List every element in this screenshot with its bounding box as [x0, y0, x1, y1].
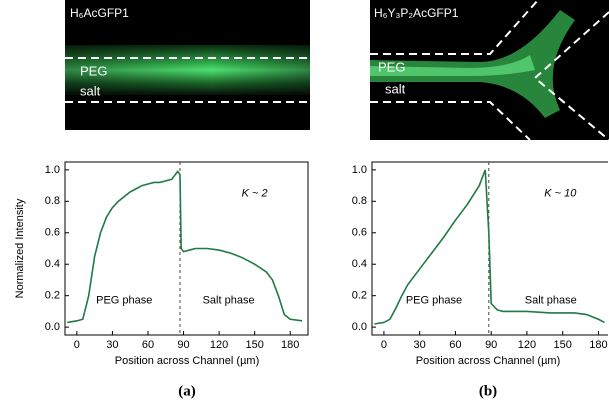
image-label: PEG — [378, 59, 405, 74]
data-line — [374, 169, 605, 325]
panel-label: (b) — [479, 383, 497, 399]
panel-label: (a) — [178, 383, 196, 399]
data-line — [67, 170, 303, 324]
y-axis-label: Normalized Intensity — [14, 198, 26, 298]
x-tick-label: 150 — [554, 339, 572, 351]
micrograph: H₆AcGFP1 PEG salt — [65, 0, 310, 130]
micrograph: H₆Y₃P₂AcGFP1 PEG salt — [370, 0, 609, 141]
axes-frame — [371, 161, 608, 336]
annotation: K ~ 10 — [544, 187, 577, 199]
image-title: H₆Y₃P₂AcGFP1 — [374, 6, 459, 20]
x-tick-label: 150 — [245, 339, 263, 351]
x-tick-label: 0 — [381, 339, 387, 351]
y-tick-label: 0.0 — [45, 321, 60, 333]
x-axis-label: Position across Channel (µm) — [115, 355, 260, 367]
annotation: PEG phase — [96, 294, 152, 306]
y-tick-label: 0.8 — [352, 195, 367, 207]
annotation: Salt phase — [525, 294, 577, 306]
annotation: K ~ 2 — [242, 187, 268, 199]
x-tick-label: 90 — [485, 339, 497, 351]
annotation: PEG phase — [406, 294, 462, 306]
x-tick-label: 120 — [210, 339, 228, 351]
image-title: H₆AcGFP1 — [70, 6, 129, 20]
x-tick-label: 30 — [414, 339, 426, 351]
x-axis-label: Position across Channel (µm) — [416, 355, 561, 367]
x-tick-label: 180 — [281, 339, 299, 351]
annotation: Salt phase — [203, 294, 255, 306]
x-tick-label: 0 — [74, 339, 80, 351]
x-tick-label: 60 — [449, 339, 461, 351]
y-tick-label: 0.6 — [352, 227, 367, 239]
y-tick-label: 1.0 — [352, 164, 367, 176]
x-tick-label: 90 — [177, 339, 189, 351]
y-tick-label: 0.2 — [45, 290, 60, 302]
y-tick-label: 0.2 — [352, 290, 367, 302]
axes-frame — [64, 161, 309, 336]
x-tick-label: 120 — [518, 339, 536, 351]
y-tick-label: 1.0 — [45, 164, 60, 176]
image-label: PEG — [80, 63, 107, 78]
image-label: salt — [80, 83, 101, 98]
y-tick-label: 0.6 — [45, 227, 60, 239]
y-tick-label: 0.4 — [45, 258, 60, 270]
y-tick-label: 0.8 — [45, 195, 60, 207]
image-label: salt — [385, 81, 406, 96]
x-tick-label: 180 — [589, 339, 607, 351]
x-tick-label: 60 — [142, 339, 154, 351]
x-tick-label: 30 — [106, 339, 118, 351]
y-tick-label: 0.0 — [352, 321, 367, 333]
y-tick-label: 0.4 — [352, 258, 367, 270]
